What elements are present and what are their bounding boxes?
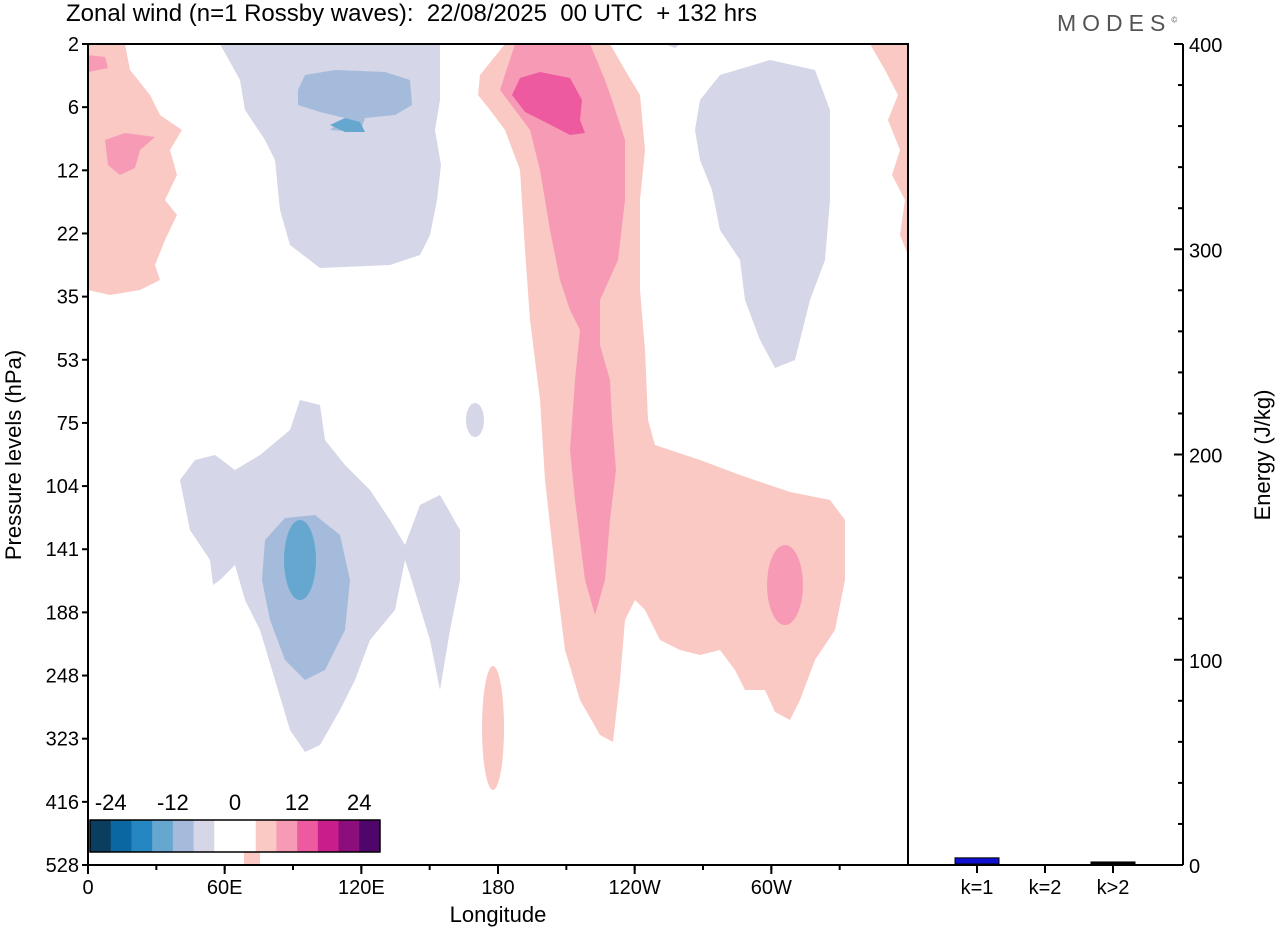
y-tick-label: 35 xyxy=(57,287,79,309)
contour-pos-4 xyxy=(482,666,504,790)
bar-category-label: k=2 xyxy=(1029,877,1062,899)
colorbar-label: 12 xyxy=(285,790,309,815)
energy-bars: k=1 k=2 k>2 xyxy=(954,857,1136,899)
x-tick-label: 0 xyxy=(82,877,93,899)
x-axis-label: Longitude xyxy=(450,902,547,927)
contour-pos-8 xyxy=(88,55,155,175)
energy-tick-label: 300 xyxy=(1189,240,1222,262)
y-tick-label: 2 xyxy=(68,34,79,56)
colorbar: -24 -12 0 12 24 xyxy=(89,790,381,853)
y-tick-label: 104 xyxy=(46,476,79,498)
colorbar-label: -12 xyxy=(157,790,189,815)
y-tick-label: 248 xyxy=(46,666,79,688)
contour-neg-12 xyxy=(284,520,316,600)
x-tick-label: 120E xyxy=(338,877,385,899)
colorbar-swatch xyxy=(110,820,132,852)
energy-axis-label: Energy (J/kg) xyxy=(1250,390,1275,521)
y-tick-label: 528 xyxy=(46,855,79,877)
colorbar-swatch xyxy=(359,820,381,852)
y-tick-label: 12 xyxy=(57,160,79,182)
colorbar-swatch xyxy=(214,820,236,852)
contour-neg-8 xyxy=(262,515,350,680)
colorbar-frame xyxy=(89,819,381,853)
contour-pos-4 xyxy=(870,44,908,255)
logo-mark: © xyxy=(1171,15,1178,25)
contour-pos-4 xyxy=(88,44,182,295)
x-tick-label: 120W xyxy=(609,877,661,899)
contour-neg-8 xyxy=(298,70,412,132)
energy-bar-k>2 xyxy=(1090,861,1136,865)
energy-tick-label: 0 xyxy=(1189,856,1200,878)
modes-logo: MODES© xyxy=(1057,10,1177,37)
chart-title: Zonal wind (n=1 Rossby waves): 22/08/202… xyxy=(66,0,758,27)
y-tick-label: 416 xyxy=(46,792,79,814)
y-axis-label: Pressure levels (hPa) xyxy=(1,350,26,560)
colorbar-swatch xyxy=(193,820,215,852)
contour-pos-8 xyxy=(500,44,625,615)
contour-neg-12 xyxy=(330,118,365,132)
energy-tick-label: 400 xyxy=(1189,35,1222,57)
contour-pos-4 xyxy=(244,852,260,865)
y-tick-label: 75 xyxy=(57,413,79,435)
contour-neg-4 xyxy=(466,403,484,437)
colorbar-swatch xyxy=(152,820,174,852)
colorbar-label: 0 xyxy=(229,790,241,815)
colorbar-swatch xyxy=(172,820,195,852)
colorbar-swatch xyxy=(276,820,298,852)
contour-pos-8 xyxy=(767,545,803,625)
colorbar-swatch xyxy=(255,820,277,852)
x-tick-label: 60E xyxy=(207,877,243,899)
energy-tick-label: 200 xyxy=(1189,446,1222,468)
axes: 2 6 12 22 35 53 75 104 141 188 248 323 416 528 Pressur… xyxy=(1,34,1275,927)
colorbar-swatch xyxy=(297,820,319,852)
logo-text: MODES xyxy=(1057,10,1172,36)
colorbar-label: 24 xyxy=(347,790,371,815)
colorbar-swatch xyxy=(338,820,360,852)
energy-bar-k=1 xyxy=(954,857,1000,865)
contour-field xyxy=(88,44,908,865)
colorbar-swatch xyxy=(317,820,340,852)
bar-category-label: k=1 xyxy=(961,877,994,899)
y-tick-label: 22 xyxy=(57,223,79,245)
contour-pos-12 xyxy=(512,72,585,135)
colorbar-label: -24 xyxy=(95,790,127,815)
x-tick-label: 60W xyxy=(751,877,792,899)
x-tick-label: 180 xyxy=(481,877,514,899)
energy-tick-label: 100 xyxy=(1189,651,1222,673)
y-tick-label: 53 xyxy=(57,350,79,372)
contour-neg-4 xyxy=(695,60,830,368)
colorbar-swatch xyxy=(90,820,112,852)
y-tick-label: 6 xyxy=(68,97,79,119)
colorbar-swatch xyxy=(235,820,257,852)
y-tick-label: 141 xyxy=(46,539,79,561)
y-tick-label: 323 xyxy=(46,729,79,751)
y-tick-label: 188 xyxy=(46,602,79,624)
bar-category-label: k>2 xyxy=(1097,877,1130,899)
colorbar-swatch xyxy=(131,820,153,852)
